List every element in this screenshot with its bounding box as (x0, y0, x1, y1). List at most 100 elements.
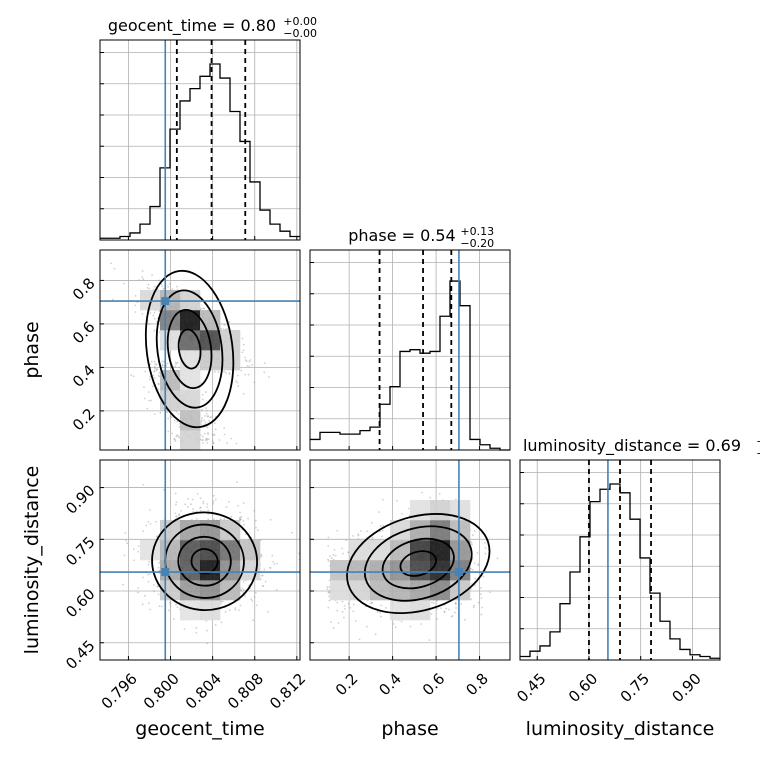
sample-point (370, 521, 373, 524)
sample-point (228, 320, 231, 323)
sample-point (213, 370, 216, 373)
sample-point (239, 604, 242, 607)
sample-point (455, 607, 457, 609)
sample-point (212, 442, 215, 445)
sample-point (176, 606, 179, 609)
sample-point (214, 415, 217, 418)
sample-point (261, 574, 263, 577)
sample-point (191, 498, 194, 501)
sample-point (489, 591, 491, 594)
sample-point (168, 601, 171, 604)
sample-point (141, 276, 144, 279)
sample-point (157, 388, 159, 391)
sample-point (250, 598, 253, 601)
sample-point (430, 613, 433, 615)
sample-point (436, 618, 438, 621)
sample-point (223, 324, 226, 326)
axes-frame (519, 459, 721, 661)
sample-point (162, 488, 165, 491)
sample-point (345, 539, 348, 542)
sample-point (201, 417, 204, 419)
sample-point (246, 365, 249, 367)
sample-point (481, 606, 483, 609)
sample-point (148, 323, 151, 325)
sample-point (141, 313, 144, 315)
sample-point (154, 367, 156, 370)
sample-point (327, 606, 330, 609)
sample-point (443, 610, 446, 613)
axes-frame (309, 249, 511, 451)
sample-point (113, 267, 116, 270)
sample-point (124, 531, 127, 534)
sample-point (269, 567, 272, 569)
sample-point (122, 583, 124, 586)
sample-point (203, 432, 206, 435)
y-tick-label: 0.6 (69, 318, 99, 348)
sample-point (352, 603, 355, 606)
sample-point (166, 362, 169, 365)
y-axis-label-phase: phase (21, 321, 43, 378)
sample-point (328, 599, 331, 602)
sample-point (378, 511, 380, 513)
sample-point (343, 604, 346, 607)
sample-point (436, 607, 438, 610)
sample-point (218, 439, 221, 441)
sample-point (176, 420, 179, 423)
sample-point (175, 503, 177, 506)
sample-point (207, 509, 210, 512)
panel-title-phase: phase = 0.54 (348, 226, 455, 245)
sample-point (178, 436, 181, 439)
sample-point (195, 626, 198, 629)
sample-point (235, 442, 238, 445)
sample-point (447, 608, 450, 611)
sample-point (143, 386, 145, 389)
sample-point (337, 622, 340, 624)
sample-point (157, 593, 160, 596)
x-tick-label: 0.804 (182, 670, 225, 713)
sample-point (152, 584, 155, 586)
sample-point (477, 601, 480, 604)
sample-point (252, 619, 254, 622)
title-plus: +0.00 (283, 15, 317, 28)
sample-point (217, 371, 220, 373)
sample-point (224, 611, 227, 613)
sample-point (242, 520, 245, 522)
sample-point (454, 611, 456, 614)
sample-point (329, 555, 331, 557)
panel-geocent_time-vs-luminosity_distance (99, 459, 301, 661)
sample-point (242, 502, 245, 505)
sample-point (167, 430, 170, 433)
sample-point (148, 378, 151, 381)
sample-point (205, 438, 208, 441)
x-axis-label-phase: phase (381, 718, 438, 740)
sample-point (130, 374, 133, 377)
sample-point (155, 368, 158, 371)
sample-point (199, 434, 202, 437)
sample-point (192, 508, 194, 510)
sample-point (421, 491, 423, 494)
sample-point (180, 509, 182, 512)
sample-point (374, 633, 377, 636)
sample-point (240, 369, 243, 372)
sample-point (153, 370, 156, 373)
sample-point (326, 588, 329, 590)
sample-point (141, 270, 144, 272)
sample-point (152, 374, 155, 377)
sample-point (173, 419, 176, 422)
sample-point (134, 294, 137, 297)
sample-point (149, 608, 151, 611)
sample-point (472, 606, 475, 609)
sample-point (156, 368, 159, 371)
sample-point (196, 492, 199, 495)
sample-point (454, 602, 457, 605)
sample-point (126, 542, 128, 545)
sample-point (168, 609, 170, 612)
sample-point (255, 604, 258, 607)
sample-point (177, 412, 180, 415)
sample-point (237, 374, 239, 377)
density-cell (180, 430, 201, 451)
sample-point (201, 435, 204, 438)
sample-point (166, 411, 169, 414)
truth-marker (454, 568, 463, 577)
sample-point (151, 385, 154, 388)
